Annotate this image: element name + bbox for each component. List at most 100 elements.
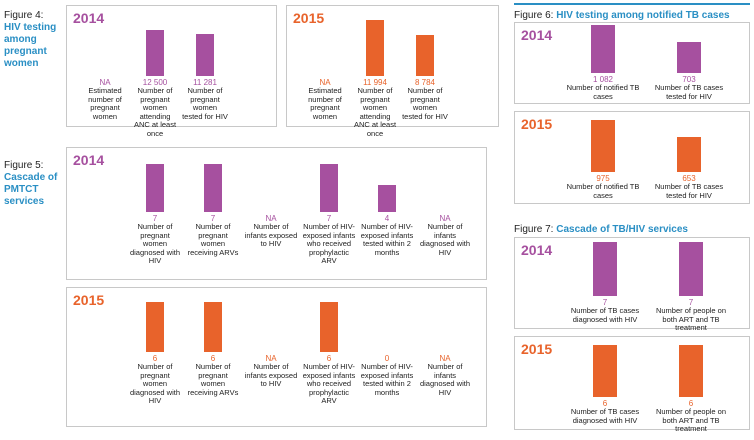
value-label: 7 [688, 298, 694, 307]
category-label: Number of infants exposed to HIV [244, 362, 298, 388]
bar [593, 345, 617, 397]
category-label: Number of infants exposed to HIV [244, 222, 298, 248]
category-label: Number of infants diagnosed with HIV [419, 222, 471, 257]
category-label: Number of TB cases tested for HIV [654, 182, 724, 200]
category-label: Estimated number of pregnant women [308, 86, 342, 121]
figure-title: Cascade of PMTCT services [4, 172, 58, 207]
figure-caption: Figure 4: HIV testing among pregnant wome… [4, 10, 62, 70]
figure-caption: Figure 6: HIV testing among notified TB … [514, 10, 754, 22]
value-label: 7 [602, 298, 608, 307]
bar [593, 242, 617, 296]
chart-panel: 2015 6 Number of TB cases diagnosed with H… [514, 336, 750, 433]
bar [416, 34, 434, 76]
value-label: 7 [326, 214, 332, 223]
category-label: Number of people on both ART and TB trea… [655, 407, 727, 433]
bar [677, 41, 701, 73]
chart-panel: 2014 7 Number of pregnant women diagnosed … [66, 147, 487, 280]
chart-panel: 2014 NA Estimated number of pregnant women… [66, 5, 277, 137]
figure-caption: Figure 5: Cascade of PMTCT services [4, 160, 62, 208]
value-label: 7 [152, 214, 158, 223]
category-label: Number of pregnant women attending ANC a… [133, 86, 177, 138]
chart-title: 2015 [521, 341, 553, 357]
value-label: 11 994 [363, 78, 387, 87]
category-label: Number of pregnant women tested for HIV [402, 86, 448, 121]
value-label: 6 [602, 399, 608, 408]
category-label: Number of pregnant women receiving ARVs [187, 222, 239, 257]
bar [146, 30, 164, 76]
category-label: Number of people on both ART and TB trea… [655, 306, 727, 332]
bar [204, 164, 222, 212]
chart-title: 2015 [73, 292, 105, 308]
value-label: 1 082 [592, 75, 614, 84]
value-label: NA [439, 354, 451, 363]
chart-title: 2015 [293, 10, 325, 26]
figure-title: HIV testing among pregnant women [4, 22, 57, 69]
bar [378, 184, 396, 212]
figure-label: Figure 6: [514, 10, 554, 21]
chart-panel: 2014 1 082 Number of notified TB cases 703 N… [514, 22, 750, 104]
bar [320, 302, 338, 352]
category-label: Number of notified TB cases [566, 83, 640, 101]
value-label: 6 [326, 354, 332, 363]
bar [146, 302, 164, 352]
figure-caption: Figure 7: Cascade of TB/HIV services [514, 224, 754, 236]
value-label: 6 [152, 354, 158, 363]
category-label: Number of pregnant women tested for HIV [182, 86, 228, 121]
bar [366, 20, 384, 76]
bar [146, 164, 164, 212]
bar [204, 302, 222, 352]
figure-title: Cascade of TB/HIV services [556, 224, 688, 235]
chart-panel: 2015 NA Estimated number of pregnant women… [286, 5, 499, 137]
category-label: Number of HIV-exposed infants who receiv… [302, 222, 356, 265]
figure-label: Figure 7: [514, 224, 554, 235]
category-label: Number of notified TB cases [566, 182, 640, 200]
category-label: Number of pregnant women receiving ARVs [187, 362, 239, 397]
figure-label: Figure 4: [4, 10, 44, 21]
category-label: Number of TB cases diagnosed with HIV [570, 306, 640, 324]
bar [679, 345, 703, 397]
value-label: 7 [210, 214, 216, 223]
category-label: Number of pregnant women diagnosed with … [129, 362, 181, 405]
chart-title: 2014 [521, 242, 553, 258]
value-label: 0 [384, 354, 390, 363]
value-label: NA [99, 78, 111, 87]
category-label: Number of TB cases tested for HIV [654, 83, 724, 101]
chart-panel: 2015 6 Number of pregnant women diagnosed … [66, 287, 487, 427]
value-label: 653 [682, 174, 696, 183]
value-label: 975 [596, 174, 610, 183]
category-label: Number of pregnant women attending ANC a… [353, 86, 397, 138]
chart-panel: 2015 975 Number of notified TB cases 653 Num… [514, 111, 750, 204]
value-label: 6 [210, 354, 216, 363]
value-label: 4 [384, 214, 390, 223]
category-label: Number of HIV-exposed infants who receiv… [302, 362, 356, 405]
figure-label: Figure 5: [4, 160, 44, 171]
category-label: Number of infants diagnosed with HIV [419, 362, 471, 397]
value-label: 12 500 [142, 78, 168, 87]
category-label: Number of pregnant women diagnosed with … [129, 222, 181, 265]
bar [677, 137, 701, 172]
bar [196, 34, 214, 76]
value-label: 6 [688, 399, 694, 408]
value-label: NA [319, 78, 331, 87]
bar [591, 25, 615, 73]
value-label: NA [265, 354, 277, 363]
category-label: Number of HIV-exposed infants tested wit… [360, 222, 414, 257]
value-label: 11 281 [193, 78, 217, 87]
chart-title: 2015 [521, 116, 553, 132]
value-label: NA [439, 214, 451, 223]
category-label: Number of HIV-exposed infants tested wit… [360, 362, 414, 397]
value-label: 703 [682, 75, 696, 84]
chart-title: 2014 [521, 27, 553, 43]
category-label: Estimated number of pregnant women [88, 86, 122, 121]
value-label: NA [265, 214, 277, 223]
bar [320, 164, 338, 212]
chart-title: 2014 [73, 152, 105, 168]
bar [591, 120, 615, 172]
figure-title: HIV testing among notified TB cases [556, 10, 730, 21]
value-label: 8 784 [414, 78, 436, 87]
chart-panel: 2014 7 Number of TB cases diagnosed with H… [514, 237, 750, 332]
bar [679, 242, 703, 296]
rule [514, 3, 750, 5]
chart-title: 2014 [73, 10, 105, 26]
